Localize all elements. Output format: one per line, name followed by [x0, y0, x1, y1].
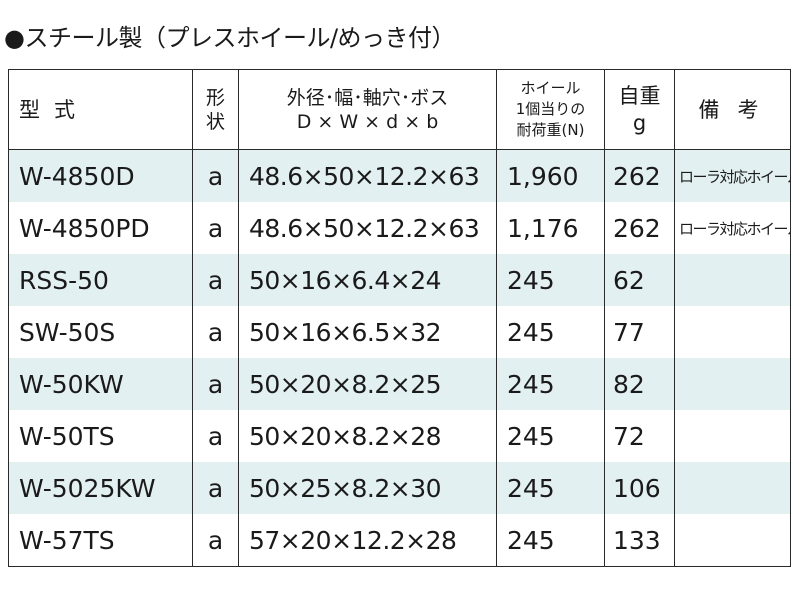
page-title: ●スチール製（プレスホイール/めっき付） [4, 24, 456, 52]
cell-weight: 262 [604, 149, 675, 202]
cell-dimensions: 57×20×12.2×28 [238, 514, 497, 567]
table-header: 型式 形 状 外径･幅･軸穴･ボス D × W × d × b ホイール 1個当… [8, 69, 791, 150]
cell-weight: 106 [604, 462, 675, 514]
table-row: W-57TS a 57×20×12.2×28 245 133 [8, 514, 791, 567]
header-weight-line2: g [632, 110, 647, 135]
cell-model: W-5025KW [8, 462, 193, 514]
header-shape-line1: 形 [205, 86, 225, 109]
cell-load: 245 [496, 306, 605, 358]
cell-load: 1,176 [496, 202, 605, 254]
cell-shape: a [192, 358, 239, 410]
cell-note [674, 410, 791, 462]
header-dimensions: 外径･幅･軸穴･ボス D × W × d × b [238, 69, 497, 150]
table-row: W-50KW a 50×20×8.2×25 245 82 [8, 358, 791, 410]
cell-weight: 133 [604, 514, 675, 567]
header-load-line3: 耐荷重(N) [516, 121, 585, 139]
cell-weight: 72 [604, 410, 675, 462]
cell-dimensions: 50×20×8.2×28 [238, 410, 497, 462]
cell-note [674, 358, 791, 410]
header-dimensions-line2: D × W × d × b [296, 110, 439, 133]
header-notes: 備考 [674, 69, 791, 150]
table-row: W-5025KW a 50×25×8.2×30 245 106 [8, 462, 791, 514]
header-weight: 自重 g [604, 69, 675, 150]
header-load: ホイール 1個当りの 耐荷重(N) [496, 69, 605, 150]
cell-load: 245 [496, 358, 605, 410]
cell-shape: a [192, 410, 239, 462]
cell-model: W-57TS [8, 514, 193, 567]
cell-load: 245 [496, 462, 605, 514]
cell-dimensions: 50×20×8.2×25 [238, 358, 497, 410]
table-body: W-4850D a 48.6×50×12.2×63 1,960 262 ローラ対… [8, 149, 791, 567]
cell-dimensions: 50×16×6.5×32 [238, 306, 497, 358]
cell-dimensions: 48.6×50×12.2×63 [238, 149, 497, 202]
cell-model: SW-50S [8, 306, 193, 358]
cell-model: W-4850D [8, 149, 193, 202]
cell-weight: 77 [604, 306, 675, 358]
header-load-line2: 1個当りの [515, 100, 586, 118]
cell-shape: a [192, 514, 239, 567]
cell-model: W-50KW [8, 358, 193, 410]
cell-dimensions: 50×16×6.4×24 [238, 254, 497, 306]
header-model: 型式 [8, 69, 193, 150]
header-shape: 形 状 [192, 69, 239, 150]
table-row: W-50TS a 50×20×8.2×28 245 72 [8, 410, 791, 462]
table-row: W-4850D a 48.6×50×12.2×63 1,960 262 ローラ対… [8, 149, 791, 202]
cell-load: 245 [496, 410, 605, 462]
cell-shape: a [192, 254, 239, 306]
cell-note [674, 514, 791, 567]
cell-note: ローラ対応ホイール [674, 149, 791, 202]
table-row: W-4850PD a 48.6×50×12.2×63 1,176 262 ローラ… [8, 202, 791, 254]
cell-model: RSS-50 [8, 254, 193, 306]
cell-shape: a [192, 306, 239, 358]
header-weight-line1: 自重 [618, 83, 661, 108]
cell-load: 1,960 [496, 149, 605, 202]
cell-dimensions: 48.6×50×12.2×63 [238, 202, 497, 254]
cell-note [674, 254, 791, 306]
table-row: RSS-50 a 50×16×6.4×24 245 62 [8, 254, 791, 306]
table-row: SW-50S a 50×16×6.5×32 245 77 [8, 306, 791, 358]
cell-shape: a [192, 462, 239, 514]
cell-model: W-4850PD [8, 202, 193, 254]
cell-load: 245 [496, 254, 605, 306]
cell-note [674, 462, 791, 514]
header-shape-line2: 状 [205, 110, 225, 133]
cell-note: ローラ対応ホイール [674, 202, 791, 254]
cell-dimensions: 50×25×8.2×30 [238, 462, 497, 514]
spec-table: 型式 形 状 外径･幅･軸穴･ボス D × W × d × b ホイール 1個当… [8, 69, 791, 567]
cell-load: 245 [496, 514, 605, 567]
cell-shape: a [192, 202, 239, 254]
header-dimensions-line1: 外径･幅･軸穴･ボス [286, 86, 449, 109]
cell-weight: 62 [604, 254, 675, 306]
cell-shape: a [192, 149, 239, 202]
header-load-line1: ホイール [520, 79, 581, 97]
cell-model: W-50TS [8, 410, 193, 462]
cell-weight: 262 [604, 202, 675, 254]
cell-weight: 82 [604, 358, 675, 410]
cell-note [674, 306, 791, 358]
